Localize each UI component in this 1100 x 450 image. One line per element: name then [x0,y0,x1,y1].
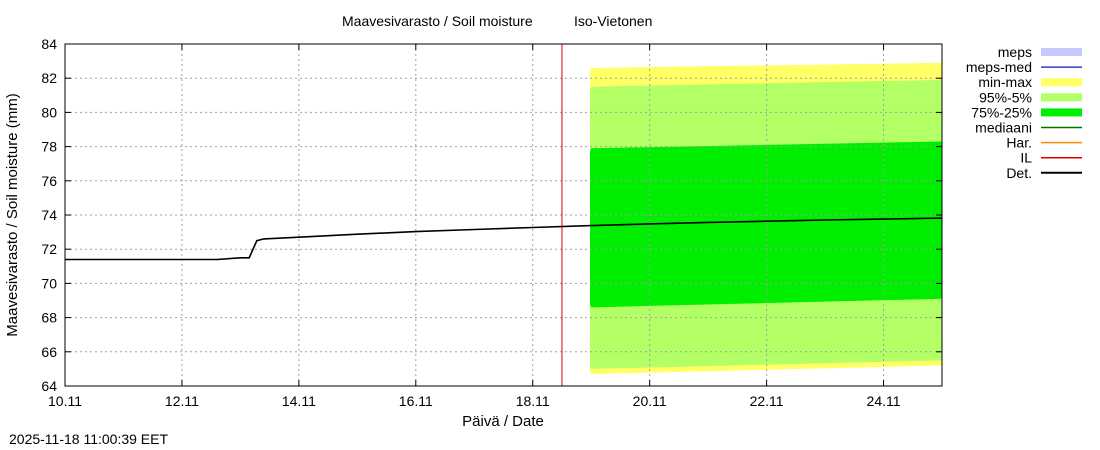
legend-label-p75-25: 75%-25% [971,104,1032,120]
x-tick-label: 10.11 [48,393,82,409]
station-name: Iso-Vietonen [574,13,652,29]
legend-swatch-meps [1041,48,1082,56]
band-75-25 [590,141,942,308]
y-tick-label: 74 [41,207,57,223]
generated-timestamp: 2025-11-18 11:00:39 EET [9,431,169,447]
legend-label-det: Det. [1006,165,1032,181]
legend-label-meps: meps [998,44,1032,60]
legend-label-mediaani: mediaani [975,120,1032,136]
y-tick-label: 64 [41,378,57,394]
y-tick-label: 80 [41,104,57,120]
x-tick-label: 22.11 [750,393,784,409]
x-tick-label: 24.11 [867,393,901,409]
chart-title: Maavesivarasto / Soil moisture [342,13,533,29]
legend-swatch-p95-5 [1041,93,1082,102]
y-tick-label: 72 [41,241,57,257]
y-tick-label: 70 [41,275,57,291]
y-tick-label: 78 [41,139,57,155]
legend-label-meps-med: meps-med [966,59,1032,75]
x-tick-label: 14.11 [282,393,316,409]
det-series-line [65,217,943,261]
x-tick-label: 20.11 [633,393,667,409]
legend-label-p95-5: 95%-5% [979,89,1032,105]
x-tick-label: 18.11 [516,393,550,409]
y-tick-label: 82 [41,70,57,86]
legend-label-il: IL [1020,150,1032,166]
y-tick-label: 66 [41,344,57,360]
y-tick-label: 68 [41,310,57,326]
y-tick-label: 76 [41,173,57,189]
legend-swatch-min-max [1041,78,1082,87]
legend-label-min-max: min-max [978,74,1032,90]
x-tick-label: 16.11 [399,393,433,409]
x-tick-label: 12.11 [165,393,199,409]
y-axis-title: Maavesivarasto / Soil moisture (mm) [4,93,21,336]
y-tick-label: 84 [41,36,57,52]
legend-label-har: Har. [1006,135,1032,151]
x-axis-title: Päivä / Date [462,413,544,430]
legend: mepsmeps-medmin-max95%-5%75%-25%mediaani… [966,44,1082,181]
legend-swatch-p75-25 [1041,108,1082,117]
